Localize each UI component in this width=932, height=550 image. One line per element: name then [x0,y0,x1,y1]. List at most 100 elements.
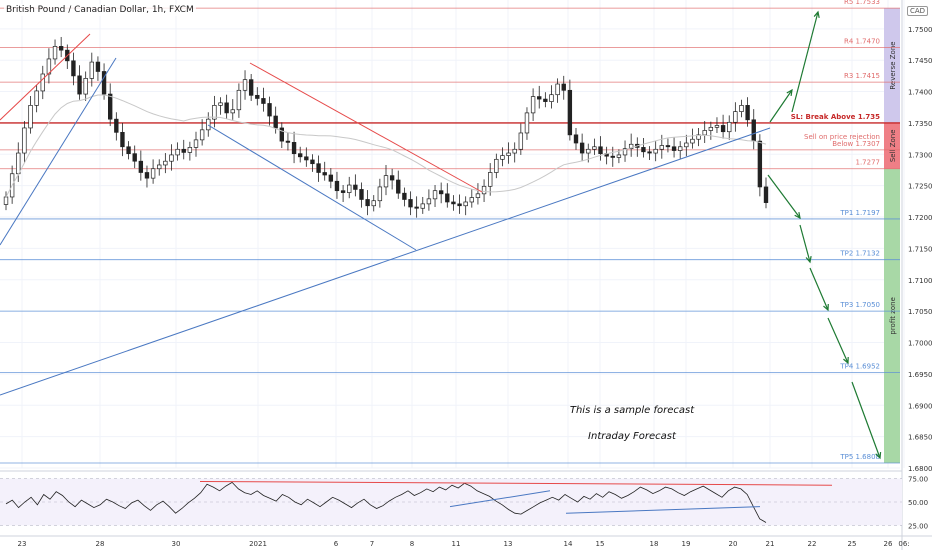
candle-body [248,79,254,96]
candle-body [224,102,229,114]
rsi-trend-line [565,506,761,514]
candle-body [586,148,591,154]
candle-body [291,142,297,155]
x-tick-label: 20 [729,540,738,548]
candle-body [488,172,493,187]
candle-body [285,140,291,143]
forecast-arrowhead [805,255,812,264]
candle-body [230,109,235,114]
trend-line [207,124,417,251]
candle-body [714,125,720,128]
candle-body [610,155,615,158]
trend-line [0,57,117,246]
zone-label: Sell Zone [889,129,897,162]
candle-body [126,146,131,155]
forecast-arrow [769,89,793,123]
candle-body [28,105,33,129]
candle-body [52,46,58,60]
candle-body [279,127,284,142]
candle-body [365,199,370,207]
y-tick-label: 1.70500 [908,308,932,316]
candle-body [463,201,468,207]
candle-body [193,139,199,148]
rsi-tick-label: 50.00 [908,499,928,507]
candle-body [457,203,462,207]
candle-body [328,174,334,182]
forecast-arrow [827,317,849,364]
candle-body [506,152,511,156]
candle-body [524,112,530,134]
candle-body [340,190,346,193]
forecast-arrowhead [875,451,882,460]
candle-body [592,146,597,150]
level-label: Sell on price rejection [804,133,880,141]
candle-body [628,143,634,150]
candle-body [3,196,9,205]
zone-label: profit zone [889,297,897,335]
candle-body [16,152,21,175]
candle-body [751,119,756,142]
candle-body [665,145,671,148]
candle-body [678,146,683,151]
level-label: Below 1.7307 [832,140,880,148]
y-tick-label: 1.74000 [908,89,932,97]
candle-body [77,75,82,95]
candle-body [481,185,487,195]
candle-body [647,151,652,154]
candle-body [298,153,303,158]
x-tick-label: 6 [334,540,339,548]
candle-body [108,93,113,120]
moving-average-line [5,94,767,198]
forecast-arrowhead [843,356,849,365]
candle-body [567,89,573,136]
x-tick-label: 22 [808,540,817,548]
candle-body [402,192,407,200]
candle-body [622,148,628,156]
candle-body [175,148,180,156]
candle-body [371,200,376,207]
level-label: TP5 1.6808 [839,453,880,461]
x-tick-label: 30 [172,540,181,548]
candle-body [616,154,622,158]
candle-body [445,193,450,203]
annotation-text: This is a sample forecast [570,405,695,416]
zone-band-0 [884,8,900,123]
candle-body [561,83,566,91]
candle-body [34,90,39,106]
y-tick-label: 1.72500 [908,183,932,191]
candle-body [236,89,242,111]
candle-body [71,60,76,77]
x-tick-label: 18 [650,540,659,548]
candle-body [132,153,137,162]
y-tick-label: 1.69000 [908,402,932,410]
candle-body [212,105,217,120]
level-label: TP2 1.7132 [839,250,880,258]
candle-body [414,206,419,209]
candle-body [702,130,707,136]
y-tick-label: 1.72000 [908,214,932,222]
forecast-arrow [799,224,811,263]
candle-body [95,61,101,72]
candle-body [40,73,45,92]
candle-body [451,201,456,205]
candle-body [579,142,585,154]
candle-body [58,46,64,51]
trend-line [0,33,91,121]
candle-body [641,147,646,153]
candle-body [322,172,327,176]
currency-badge[interactable]: CAD [907,6,929,16]
level-label: 1.7277 [856,159,881,167]
candle-body [671,146,677,151]
candle-body [549,94,554,102]
rsi-line [5,481,767,523]
candle-body [555,83,560,96]
candle-body [255,94,260,99]
x-tick-label: 26 [884,540,893,548]
candle-body [720,125,726,133]
y-tick-label: 1.73500 [908,120,932,128]
rsi-trend-line [199,480,833,486]
x-tick-label: 28 [96,540,105,548]
forecast-arrow [851,381,881,459]
candle-body [573,134,579,144]
